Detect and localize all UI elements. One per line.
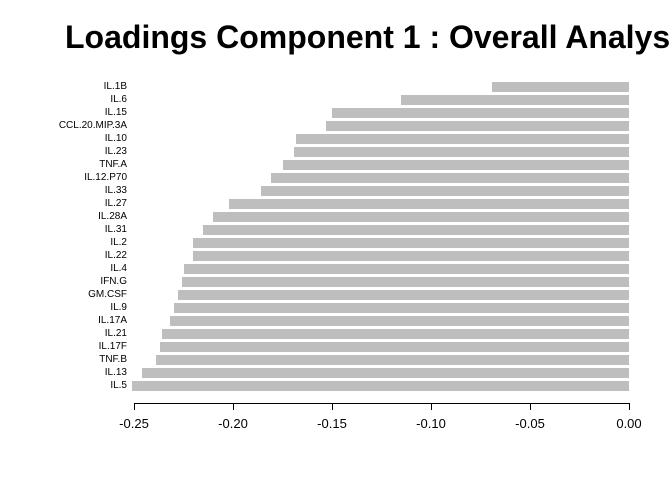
y-axis-label: IFN.G — [100, 275, 127, 287]
y-axis-label: IL.28A — [98, 210, 127, 222]
bar — [401, 94, 629, 105]
bar — [141, 367, 629, 378]
y-axis-label: IL.5 — [110, 379, 127, 391]
y-axis-label: CCL.20.MIP.3A — [58, 119, 127, 131]
x-axis-tick — [431, 403, 432, 410]
bar — [181, 276, 629, 287]
bar — [492, 81, 629, 92]
y-axis-label: GM.CSF — [88, 288, 127, 300]
y-axis-label: IL.33 — [104, 184, 127, 196]
y-axis-label: IL.2 — [110, 236, 127, 248]
y-axis-label: IL.13 — [104, 366, 127, 378]
bar — [296, 133, 629, 144]
y-axis-label: IL.4 — [110, 262, 127, 274]
x-axis-tick-label: -0.05 — [515, 416, 545, 431]
x-axis-tick — [134, 403, 135, 410]
y-axis-label: TNF.B — [99, 353, 127, 365]
bar — [213, 211, 629, 222]
bar — [155, 354, 629, 365]
y-axis-label: IL.31 — [104, 223, 127, 235]
bar — [177, 289, 629, 300]
bar — [132, 380, 629, 391]
x-axis-tick — [332, 403, 333, 410]
x-axis-tick-label: -0.20 — [218, 416, 248, 431]
chart-title: Loadings Component 1 : Overall Analys — [65, 19, 671, 55]
bar — [183, 263, 629, 274]
y-axis-label: IL.15 — [104, 106, 127, 118]
bar — [193, 250, 629, 261]
y-axis-label: IL.17A — [98, 314, 127, 326]
bar — [282, 159, 629, 170]
x-axis-tick — [233, 403, 234, 410]
y-axis-label: TNF.A — [99, 158, 127, 170]
x-axis-tick — [629, 403, 630, 410]
y-axis-label: IL.21 — [104, 327, 127, 339]
bar — [173, 302, 629, 313]
bar — [159, 341, 629, 352]
bar — [326, 120, 629, 131]
x-axis-line — [134, 403, 630, 404]
y-axis-label: IL.22 — [104, 249, 127, 261]
x-axis-tick-label: -0.25 — [119, 416, 149, 431]
y-axis-label: IL.6 — [110, 93, 127, 105]
y-axis-label: IL.10 — [104, 132, 127, 144]
y-axis-label: IL.12.P70 — [84, 171, 127, 183]
x-axis-tick-label: -0.15 — [317, 416, 347, 431]
y-axis-label: IL.17F — [98, 340, 127, 352]
y-axis-label: IL.9 — [110, 301, 127, 313]
y-axis-label: IL.23 — [104, 145, 127, 157]
bar — [332, 107, 629, 118]
y-axis-label: IL.1B — [103, 80, 127, 92]
bar — [270, 172, 629, 183]
bar — [161, 328, 629, 339]
x-axis-tick-label: 0.00 — [616, 416, 642, 431]
bar — [193, 237, 629, 248]
bar — [229, 198, 629, 209]
bar — [169, 315, 629, 326]
x-axis-tick — [530, 403, 531, 410]
bar — [260, 185, 629, 196]
x-axis-tick-label: -0.10 — [416, 416, 446, 431]
bar — [203, 224, 629, 235]
y-axis-label: IL.27 — [104, 197, 127, 209]
bar — [294, 146, 629, 157]
